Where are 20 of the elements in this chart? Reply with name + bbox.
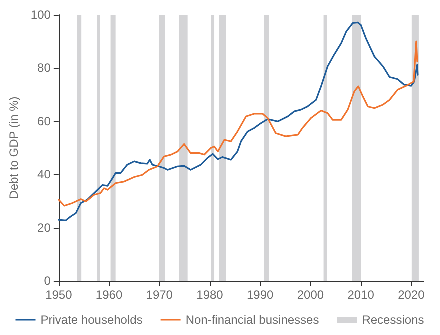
x-tick-label: 2010 bbox=[348, 288, 375, 302]
legend-label: Recessions bbox=[362, 313, 424, 327]
x-tick-label: 2020 bbox=[398, 288, 426, 302]
y-tick-label: 20 bbox=[38, 220, 52, 235]
line-series bbox=[58, 22, 419, 222]
legend-label: Private households bbox=[40, 313, 143, 327]
y-tick-label: 80 bbox=[38, 61, 52, 76]
legend-label: Non-financial businesses bbox=[186, 313, 320, 327]
y-axis-title: Debt to GDP (in %) bbox=[7, 96, 21, 200]
x-tick-label: 1990 bbox=[246, 288, 274, 302]
x-tick-label: 1980 bbox=[196, 288, 224, 302]
y-tick-label: 100 bbox=[30, 8, 52, 22]
y-tick-label: 0 bbox=[44, 274, 52, 288]
x-tick-label: 1970 bbox=[146, 288, 174, 302]
y-tick-label: 40 bbox=[38, 168, 52, 182]
y-tick-label: 60 bbox=[38, 114, 52, 128]
x-tick-label: 1960 bbox=[96, 288, 123, 302]
x-tick-label: 1950 bbox=[46, 288, 73, 302]
x-tick-label: 2000 bbox=[297, 288, 324, 302]
line-series bbox=[58, 40, 418, 207]
